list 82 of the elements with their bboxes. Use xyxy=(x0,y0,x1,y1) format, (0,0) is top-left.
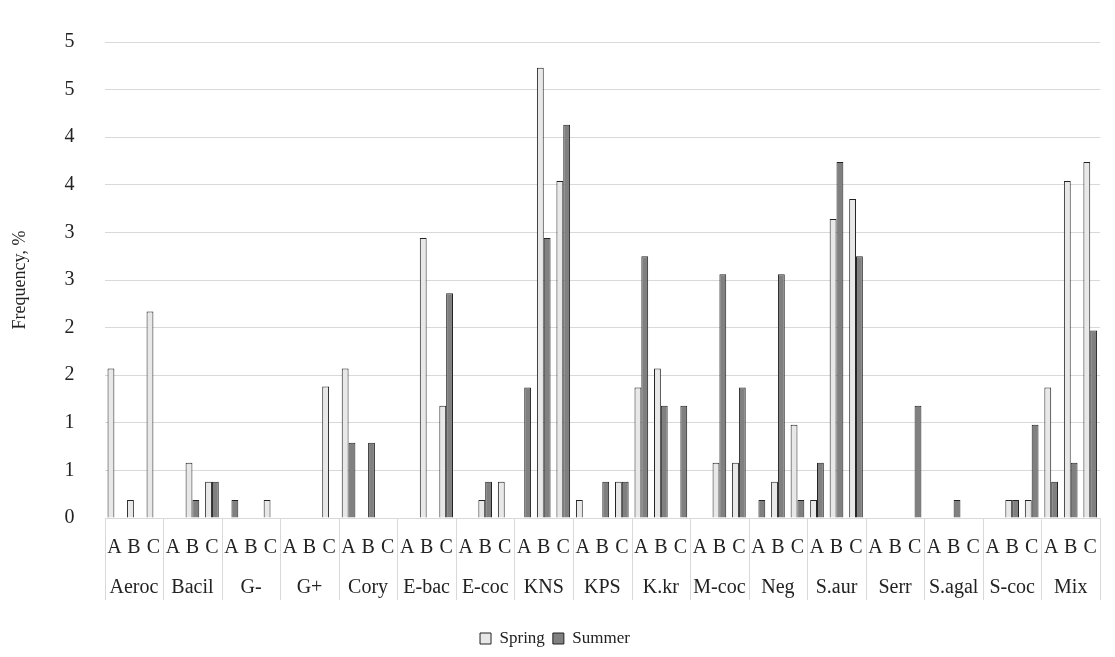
x-tick-label: B xyxy=(419,535,434,558)
x-tick-label: A xyxy=(926,535,942,558)
x-tick-label: B xyxy=(771,535,785,558)
x-tick-label: C xyxy=(732,535,746,558)
x-tick-label: B xyxy=(361,535,375,558)
x-tick-label: A xyxy=(517,535,532,558)
x-tick-label: C xyxy=(556,535,570,558)
text: KNS xyxy=(523,575,564,598)
x-tick-label: C xyxy=(790,535,805,558)
x-tick-label: A xyxy=(575,535,591,558)
x-tick-label: B xyxy=(595,535,609,558)
x-tick-label: C xyxy=(205,535,219,558)
x-tick-label: C xyxy=(322,535,336,558)
x-tick-label: B xyxy=(888,535,902,558)
text: E-coc xyxy=(461,575,509,598)
x-tick-label: A xyxy=(1043,535,1059,558)
text: Serr xyxy=(878,575,913,598)
x-tick-label: B xyxy=(1064,535,1078,558)
text: S.agal xyxy=(928,575,979,599)
y-tick-label: 0 xyxy=(64,505,75,528)
text: G+ xyxy=(296,575,323,598)
y-tick-label: 2 xyxy=(64,362,75,385)
y-tick-label: 5 xyxy=(64,29,75,52)
y-tick-label: 3 xyxy=(64,219,75,242)
x-tick-label: A xyxy=(341,535,357,558)
text: Cory xyxy=(348,575,389,599)
x-tick-label: A xyxy=(692,535,708,558)
x-tick-label: B xyxy=(712,535,727,558)
y-tick-label: 4 xyxy=(64,172,75,195)
y-tick-label: 3 xyxy=(64,267,75,290)
text: Aeroc xyxy=(109,575,159,598)
x-tick-label: A xyxy=(458,535,474,558)
text: G- xyxy=(240,575,262,598)
y-tick-label: 1 xyxy=(64,457,75,480)
y-tick-label: 5 xyxy=(64,76,75,99)
text: S-coc xyxy=(989,575,1036,598)
x-tick-label: B xyxy=(1005,535,1019,558)
x-tick-label: B xyxy=(302,535,317,558)
x-tick-label: C xyxy=(1083,535,1097,558)
y-tick-label: 1 xyxy=(64,410,75,433)
x-tick-label: C xyxy=(263,535,278,558)
x-tick-label: A xyxy=(985,535,1001,558)
x-tick-label: A xyxy=(634,535,650,558)
x-tick-label: B xyxy=(946,535,961,558)
x-tick-label: C xyxy=(615,535,629,558)
y-tick-label: 2 xyxy=(64,314,75,337)
x-tick-label: C xyxy=(673,535,688,558)
x-tick-label: A xyxy=(165,535,181,558)
x-tick-label: A xyxy=(107,535,123,558)
x-tick-label: C xyxy=(380,535,395,558)
x-tick-label: C xyxy=(966,535,980,558)
x-tick-label: A xyxy=(809,535,825,558)
x-tick-label: B xyxy=(185,535,200,558)
x-tick-label: A xyxy=(399,535,415,558)
x-tick-label: B xyxy=(478,535,492,558)
y-tick-label: 4 xyxy=(64,124,75,147)
y-axis-title: Frequency, % xyxy=(8,230,29,330)
x-tick-label: B xyxy=(654,535,668,558)
x-tick-label: B xyxy=(244,535,258,558)
x-tick-label: C xyxy=(1025,535,1039,558)
text: S.aur xyxy=(815,575,858,598)
legend-label: Summer xyxy=(572,627,631,647)
x-tick-label: B xyxy=(829,535,844,558)
x-tick-label: A xyxy=(224,535,240,558)
text: K.kr xyxy=(642,575,680,598)
x-tick-label: A xyxy=(282,535,298,558)
x-tick-label: B xyxy=(537,535,551,558)
x-tick-label: C xyxy=(439,535,453,558)
x-tick-label: C xyxy=(849,535,863,558)
x-tick-label: C xyxy=(146,535,161,558)
text: Mix xyxy=(1054,575,1088,598)
legend-label: Spring xyxy=(499,627,546,647)
text: KPS xyxy=(583,575,621,598)
text: Neg xyxy=(761,575,795,599)
x-tick-label: A xyxy=(868,535,884,558)
x-tick-label: B xyxy=(127,535,141,558)
text: E-bac xyxy=(403,575,451,598)
x-tick-label: C xyxy=(907,535,922,558)
x-tick-label: A xyxy=(751,535,767,558)
x-tick-label: C xyxy=(498,535,512,558)
text: Bacil xyxy=(171,575,214,598)
text: M-coc xyxy=(693,575,746,598)
